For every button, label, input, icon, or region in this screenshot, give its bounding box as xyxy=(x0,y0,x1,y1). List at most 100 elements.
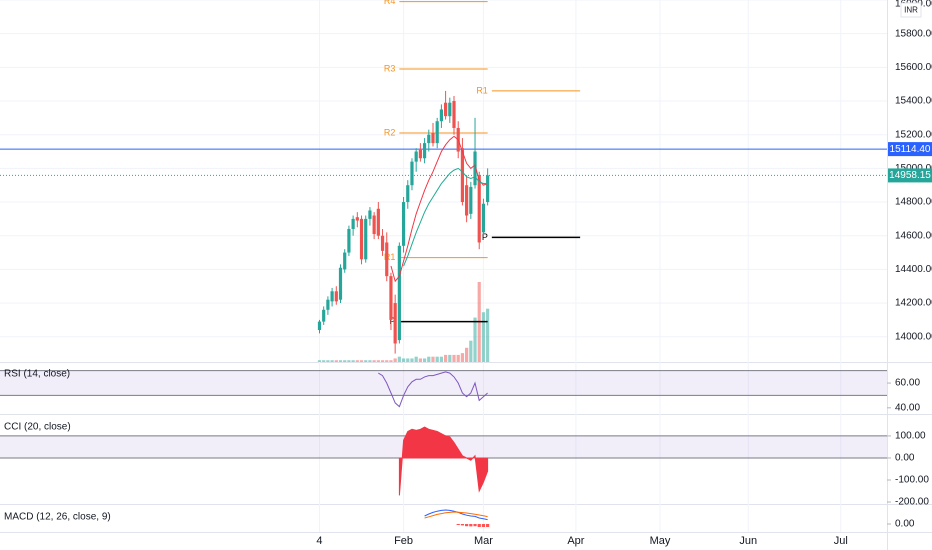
candle-body xyxy=(355,217,359,221)
volume-bar xyxy=(359,360,364,362)
currency-label: INR xyxy=(904,6,918,15)
y-tick-label: 14600.00 xyxy=(895,230,932,241)
histogram-bar xyxy=(465,524,469,527)
volume-bar xyxy=(444,354,448,362)
volume-bar xyxy=(465,347,469,362)
volume-bar xyxy=(439,356,443,362)
volume-bar xyxy=(435,356,439,362)
x-tick-label: Jun xyxy=(739,535,757,547)
candle-body xyxy=(427,134,431,144)
y-tick-label: 15800.00 xyxy=(895,28,932,39)
x-tick-label: 4 xyxy=(316,535,322,547)
candle-body xyxy=(380,235,385,251)
candle-body xyxy=(368,210,372,219)
volume-bar xyxy=(393,358,397,362)
y-tick-label: 0.00 xyxy=(895,519,915,530)
volume-bar xyxy=(473,317,477,362)
candle-body xyxy=(326,299,330,310)
x-tick-label: Mar xyxy=(474,535,493,547)
candle-body xyxy=(460,148,465,203)
candle-body xyxy=(477,175,481,243)
pivot-label: P xyxy=(389,316,395,326)
indicator-title: MACD (12, 26, close, 9) xyxy=(4,512,111,523)
y-tick-label: -200.00 xyxy=(895,497,929,508)
candle-body xyxy=(334,291,338,302)
pivot-label: R1 xyxy=(476,85,488,95)
y-tick-label: 15400.00 xyxy=(895,96,932,107)
volume-bar xyxy=(351,360,355,362)
pivot-label: P xyxy=(482,232,488,242)
volume-bar xyxy=(486,308,490,362)
candle-body xyxy=(414,151,418,162)
volume-bar xyxy=(389,360,393,362)
volume-bar xyxy=(448,354,452,362)
indicator-line xyxy=(424,511,488,519)
y-tick-label: 15600.00 xyxy=(895,62,932,73)
candle-body xyxy=(389,276,393,320)
volume-bar xyxy=(338,360,343,362)
volume-bar xyxy=(431,356,435,362)
candle-body xyxy=(444,102,448,117)
candle-body xyxy=(372,215,376,235)
y-tick-label: 60.00 xyxy=(895,378,920,389)
volume-bar xyxy=(347,360,351,362)
histogram-bar xyxy=(481,524,486,527)
volume-bar xyxy=(322,360,326,362)
candle-body xyxy=(343,252,347,270)
candle-body xyxy=(393,303,397,344)
candle-body xyxy=(452,101,456,128)
candle-body xyxy=(435,121,439,144)
volume-bar xyxy=(410,358,414,362)
ma-line xyxy=(390,135,488,283)
y-tick-label: 14400.00 xyxy=(895,264,932,275)
candle-body xyxy=(481,203,486,233)
y-tick-label: 14800.00 xyxy=(895,197,932,208)
candle-body xyxy=(486,175,490,203)
volume-bar xyxy=(372,360,376,362)
volume-bar xyxy=(469,340,473,362)
candle-body xyxy=(422,143,427,159)
volume-bar xyxy=(460,353,465,362)
candle-body xyxy=(473,151,477,186)
y-tick-label: 14000.00 xyxy=(895,331,932,342)
y-tick-label: 15200.00 xyxy=(895,129,932,140)
volume-bar xyxy=(330,360,334,362)
candle-body xyxy=(439,109,443,122)
candle-body xyxy=(376,208,380,236)
candle-body xyxy=(317,321,322,331)
pivot-label: R2 xyxy=(384,127,396,137)
volume-bar xyxy=(456,354,460,362)
candle-body xyxy=(322,309,326,322)
price-tag xyxy=(888,168,932,183)
x-tick-label: May xyxy=(650,535,671,547)
histogram-bar xyxy=(469,524,473,527)
volume-bar xyxy=(380,360,385,362)
volume-bar xyxy=(343,360,347,362)
indicator-title: RSI (14, close) xyxy=(4,369,70,380)
volume-bar xyxy=(452,354,456,362)
price-tag-label: 15114.40 xyxy=(890,144,931,155)
candle-body xyxy=(338,267,343,300)
volume-bar xyxy=(406,358,410,362)
histogram-bar xyxy=(456,524,460,525)
volume-bar xyxy=(422,358,427,362)
volume-bar xyxy=(385,360,389,362)
y-tick-label: 40.00 xyxy=(895,402,920,413)
candle-body xyxy=(469,186,473,214)
currency-box xyxy=(900,2,922,18)
volume-bar xyxy=(334,360,338,362)
pivot-label: R1 xyxy=(384,252,396,262)
candle-body xyxy=(401,202,406,246)
y-tick-label: 0.00 xyxy=(895,453,915,464)
histogram-bar xyxy=(473,524,477,527)
volume-bar xyxy=(326,360,330,362)
band-fill xyxy=(0,370,887,396)
candle-body xyxy=(347,228,351,253)
candle-body xyxy=(364,218,368,260)
y-tick-label: 100.00 xyxy=(895,431,926,442)
price-tag-label: 14958.15 xyxy=(889,170,931,181)
ma-line xyxy=(403,167,488,267)
y-tick-label: 14200.00 xyxy=(895,298,932,309)
